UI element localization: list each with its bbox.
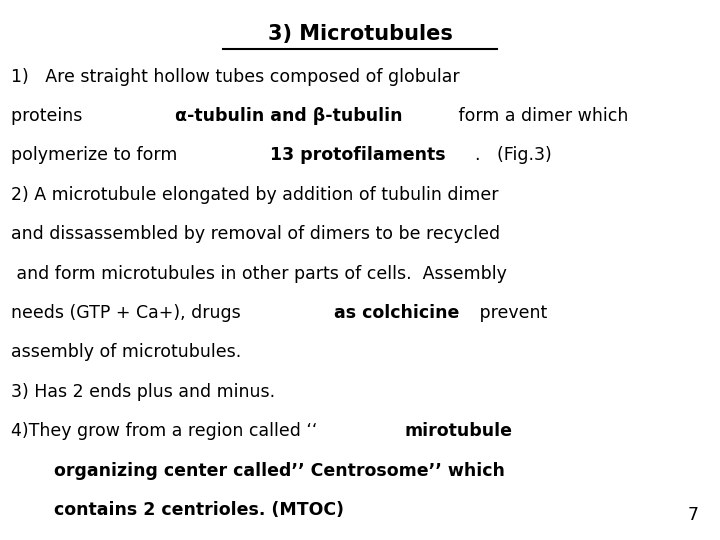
- Text: 3) Has 2 ends plus and minus.: 3) Has 2 ends plus and minus.: [11, 383, 275, 401]
- Text: as colchicine: as colchicine: [333, 304, 459, 322]
- Text: contains 2 centrioles. (MTOC): contains 2 centrioles. (MTOC): [54, 501, 344, 519]
- Text: needs (GTP + Ca+), drugs: needs (GTP + Ca+), drugs: [11, 304, 246, 322]
- Text: and form microtubules in other parts of cells.  Assembly: and form microtubules in other parts of …: [11, 265, 507, 282]
- Text: 7: 7: [688, 506, 698, 524]
- Text: mirotubule: mirotubule: [405, 422, 513, 440]
- Text: .   (Fig.3): . (Fig.3): [475, 146, 552, 164]
- Text: proteins: proteins: [11, 107, 88, 125]
- Text: assembly of microtubules.: assembly of microtubules.: [11, 343, 241, 361]
- Text: form a dimer which: form a dimer which: [454, 107, 629, 125]
- Text: prevent: prevent: [474, 304, 547, 322]
- Text: 1)   Are straight hollow tubes composed of globular: 1) Are straight hollow tubes composed of…: [11, 68, 459, 85]
- Text: 2) A microtubule elongated by addition of tubulin dimer: 2) A microtubule elongated by addition o…: [11, 186, 498, 204]
- Text: organizing center called’’ Centrosome’’ which: organizing center called’’ Centrosome’’ …: [54, 462, 505, 480]
- Text: polymerize to form: polymerize to form: [11, 146, 183, 164]
- Text: 13 protofilaments: 13 protofilaments: [270, 146, 446, 164]
- Text: α-tubulin and β-tubulin: α-tubulin and β-tubulin: [175, 107, 402, 125]
- Text: and dissassembled by removal of dimers to be recycled: and dissassembled by removal of dimers t…: [11, 225, 500, 243]
- Text: 3) Microtubules: 3) Microtubules: [268, 24, 452, 44]
- Text: 4)They grow from a region called ‘‘: 4)They grow from a region called ‘‘: [11, 422, 318, 440]
